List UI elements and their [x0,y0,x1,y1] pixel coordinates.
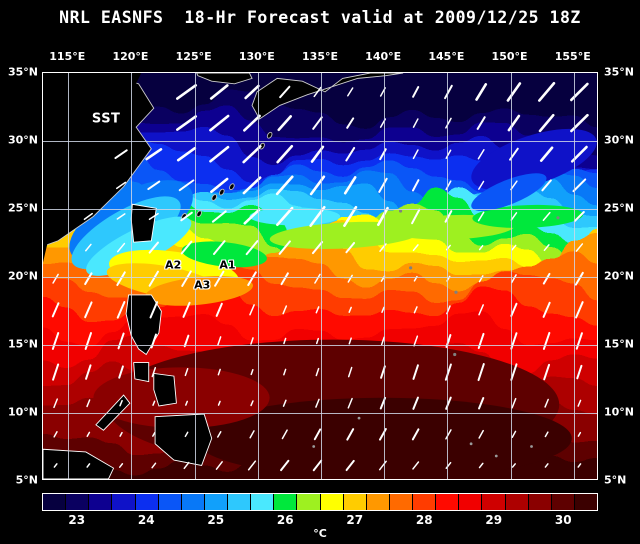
gridline-vertical [510,73,512,479]
colorbar-swatch-13 [343,494,367,510]
gridline-horizontal [43,209,597,210]
colorbar-swatch-18 [459,494,483,510]
colorbar-tick-27: 27 [346,513,364,527]
gridline-vertical [573,73,575,479]
map-annotation-a3: A3 [194,278,211,292]
colorbar-tick-25: 25 [207,513,225,527]
lon-tick-120°E: 120°E [112,50,149,63]
lat-tick-right-20°N: 20°N [604,269,635,283]
lat-tick-left-10°N: 10°N [7,405,38,419]
colorbar-swatch-5 [158,494,182,510]
colorbar-swatch-3 [112,494,136,510]
colorbar-tick-28: 28 [415,513,433,527]
sst-raster [43,73,597,479]
lat-tick-right-30°N: 30°N [604,133,635,147]
lon-tick-140°E: 140°E [365,50,402,63]
colorbar-tick-30: 30 [554,513,572,527]
lon-tick-125°E: 125°E [175,50,212,63]
lat-tick-right-10°N: 10°N [604,405,635,419]
colorbar-swatch-21 [528,494,552,510]
colorbar-tick-23: 23 [68,513,86,527]
colorbar-swatch-9 [251,494,275,510]
gridline-vertical [131,73,133,479]
colorbar-tick-24: 24 [137,513,155,527]
lat-tick-right-35°N: 35°N [604,65,635,79]
gridline-vertical [194,73,196,479]
colorbar-swatch-22 [551,494,575,510]
lon-tick-145°E: 145°E [428,50,465,63]
gridline-horizontal [43,141,597,142]
lat-tick-left-30°N: 30°N [7,133,38,147]
gridline-vertical [447,73,449,479]
colorbar-swatch-6 [181,494,205,510]
lat-tick-left-35°N: 35°N [7,65,38,79]
colorbar-unit-label: °C [313,527,327,540]
lon-tick-150°E: 150°E [491,50,528,63]
gridline-vertical [321,73,322,479]
map-annotation-a2: A2 [165,258,182,272]
colorbar-swatch-23 [574,494,597,510]
colorbar-swatch-1 [66,494,90,510]
colorbar-swatch-10 [274,494,298,510]
map-annotation-a1: A1 [219,258,236,272]
colorbar-swatch-15 [389,494,413,510]
lat-tick-left-20°N: 20°N [7,269,38,283]
colorbar-swatch-2 [89,494,113,510]
colorbar-swatch-11 [297,494,321,510]
gridline-vertical [384,73,386,479]
colorbar [42,493,598,511]
colorbar-tick-29: 29 [485,513,503,527]
lat-tick-right-15°N: 15°N [604,337,635,351]
map-plot-area: A2 A1 A3 SST [42,72,598,480]
gridline-horizontal [43,345,597,346]
gridline-horizontal [43,277,597,278]
colorbar-swatch-12 [320,494,344,510]
colorbar-swatch-7 [204,494,228,510]
gridline-vertical [257,73,259,479]
colorbar-swatch-8 [228,494,252,510]
colorbar-tick-26: 26 [276,513,294,527]
sst-variable-label: SST [91,111,121,127]
lon-tick-130°E: 130°E [238,50,275,63]
lat-tick-left-15°N: 15°N [7,337,38,351]
colorbar-swatch-4 [135,494,159,510]
colorbar-swatch-0 [43,494,67,510]
colorbar-swatch-19 [482,494,506,510]
colorbar-swatch-16 [413,494,437,510]
gridline-horizontal [43,413,597,414]
lon-tick-155°E: 155°E [554,50,591,63]
colorbar-swatch-14 [366,494,390,510]
lat-tick-left-25°N: 25°N [7,201,38,215]
lat-tick-right-5°N: 5°N [604,473,627,487]
lat-tick-right-25°N: 25°N [604,201,635,215]
colorbar-swatch-17 [436,494,460,510]
lon-tick-115°E: 115°E [49,50,86,63]
lon-tick-135°E: 135°E [302,50,338,63]
colorbar-swatch-20 [505,494,529,510]
lat-tick-left-5°N: 5°N [15,473,38,487]
figure-title: NRL EASNFS 18-Hr Forecast valid at 2009/… [59,8,581,27]
gridline-vertical [68,73,70,479]
